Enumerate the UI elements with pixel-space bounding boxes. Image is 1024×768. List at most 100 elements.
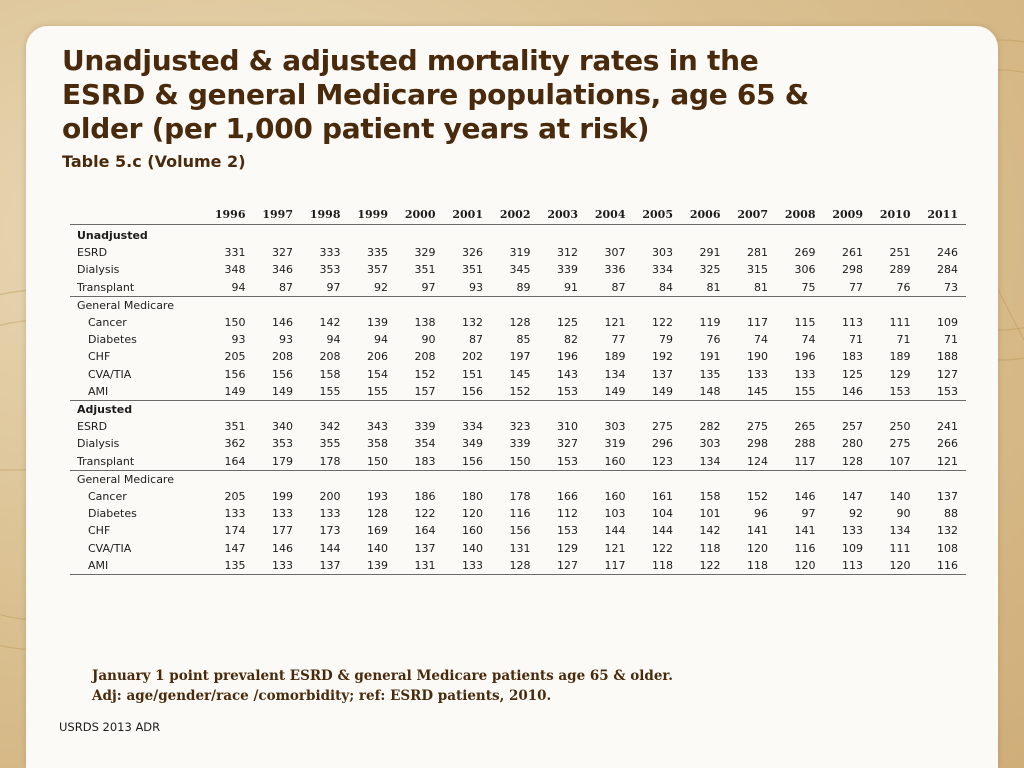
section-label: Adjusted: [77, 403, 133, 417]
table-cell: 334: [462, 420, 483, 434]
table-cell: 331: [224, 246, 246, 260]
table-cell: 133: [253, 556, 301, 576]
table-cell: 208: [319, 350, 341, 364]
table-cell: 339: [509, 437, 531, 451]
table-cell: 145: [509, 367, 531, 381]
table-cell: 310: [557, 420, 578, 434]
table-cell: 153: [538, 382, 586, 402]
table-cell: 348: [224, 263, 246, 277]
table-cell: [254, 470, 302, 488]
year-header: 2010: [871, 206, 919, 225]
empty-cell: [776, 225, 824, 245]
empty-cell: [776, 401, 824, 419]
table-cell: 81: [681, 278, 729, 297]
table-cell: 137: [414, 541, 436, 555]
table-cell: 93: [231, 333, 246, 347]
row-label: General Medicare: [77, 472, 174, 486]
table-row: Cancer 150 146 142 139 138 132 128 125 121 122 119 1…: [70, 314, 966, 331]
table-cell: [444, 296, 492, 314]
row-label: Dialysis: [77, 437, 120, 451]
table-cell: 76: [871, 278, 919, 297]
table-cell: 169: [367, 524, 388, 538]
row-label: Transplant: [70, 452, 206, 471]
table-cell: 199: [272, 490, 293, 504]
table-cell: [349, 296, 397, 314]
empty-cell: [729, 401, 777, 419]
table-cell: 135: [699, 367, 721, 381]
row-label: CHF: [88, 524, 111, 538]
table-cell: [586, 296, 634, 314]
table-cell: 133: [443, 556, 491, 576]
table-cell: 150: [348, 452, 396, 471]
table-cell: 122: [652, 316, 673, 330]
table-cell: 351: [224, 420, 246, 434]
empty-cell: [206, 225, 254, 245]
table-cell: 164: [206, 452, 254, 471]
row-label: General Medicare: [77, 298, 174, 312]
year-header: 2003: [538, 206, 586, 225]
empty-cell: [539, 401, 587, 419]
table-row: ESRD 351 340 342 343 339 334 323 310 303 275 282 275…: [70, 418, 966, 435]
row-label: Cancer: [88, 316, 127, 330]
table-cell: 178: [509, 490, 531, 504]
table-cell: 118: [699, 541, 721, 555]
table-cell: 81: [728, 278, 776, 297]
table-cell: 150: [491, 452, 539, 471]
table-cell: 116: [794, 541, 816, 555]
table-cell: 137: [301, 556, 349, 576]
table-cell: 346: [272, 263, 293, 277]
table-cell: 319: [604, 437, 626, 451]
empty-cell: [824, 401, 872, 419]
table-cell: 284: [937, 263, 958, 277]
table-cell: 183: [396, 452, 444, 471]
table-cell: 208: [414, 350, 436, 364]
table-cell: 158: [699, 490, 721, 504]
table-cell: 189: [604, 350, 626, 364]
table-cell: 289: [889, 263, 911, 277]
table-cell: 104: [652, 507, 673, 521]
table-cell: 156: [509, 524, 531, 538]
table-cell: 92: [348, 278, 396, 297]
table-cell: 129: [889, 367, 911, 381]
table-cell: 122: [681, 556, 729, 576]
table-row: ESRD 331 327 333 335 329 326 319 312 307 303 291 281…: [70, 244, 966, 261]
row-label: CVA/TIA: [88, 541, 132, 555]
table-cell: 145: [728, 382, 776, 402]
table-cell: 119: [699, 316, 721, 330]
table-cell: 345: [509, 263, 531, 277]
table-cell: 118: [728, 556, 776, 576]
empty-cell: [444, 225, 492, 245]
year-header: 1999: [348, 206, 396, 225]
table-cell: 125: [842, 367, 863, 381]
table-cell: 96: [754, 507, 768, 521]
table-cell: 74: [801, 333, 816, 347]
table-cell: 303: [652, 246, 673, 260]
table-row: CHF 174 177 173 169 164 160 156 153 144 144 142 141 1…: [70, 522, 966, 539]
empty-cell: [301, 401, 349, 419]
table-cell: 133: [794, 367, 816, 381]
table-cell: 349: [462, 437, 483, 451]
table-cell: 196: [557, 350, 578, 364]
table-cell: 158: [319, 367, 341, 381]
table-cell: 120: [776, 556, 824, 576]
table-cell: 77: [611, 333, 626, 347]
empty-cell: [491, 225, 539, 245]
table-cell: 155: [301, 382, 349, 402]
table-cell: 120: [462, 507, 483, 521]
table-cell: 206: [367, 350, 388, 364]
table-cell: 116: [509, 507, 531, 521]
table-cell: 134: [604, 367, 626, 381]
table-cell: 146: [823, 382, 871, 402]
table-cell: 90: [896, 507, 911, 521]
table-cell: 146: [272, 316, 293, 330]
table-cell: 121: [604, 316, 626, 330]
year-header: 2008: [776, 206, 824, 225]
table-cell: 166: [557, 490, 578, 504]
table-cell: 87: [253, 278, 301, 297]
table-body: Unadjusted ESRD 331 327 333 335 329 326 319 312 30…: [70, 225, 966, 576]
table-cell: 161: [652, 490, 673, 504]
table-cell: 323: [509, 420, 531, 434]
table-cell: 140: [462, 541, 483, 555]
empty-cell: [444, 401, 492, 419]
table-cell: [491, 470, 539, 488]
